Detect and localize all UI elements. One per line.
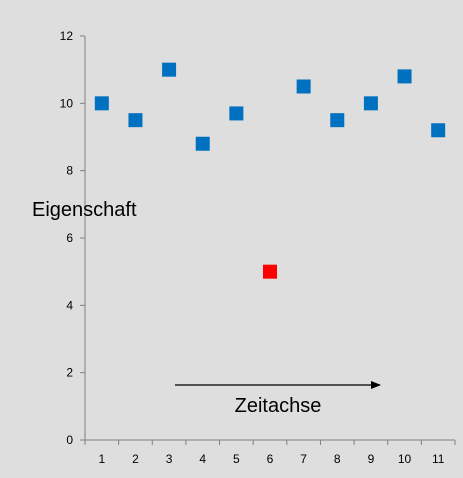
arrow-label: Zeitachse [235, 395, 322, 417]
x-tick-label: 6 [267, 452, 274, 466]
data-point [296, 79, 311, 94]
y-tick-label: 4 [66, 298, 73, 312]
data-point [263, 264, 277, 279]
y-tick-label: 2 [66, 366, 73, 380]
x-tick-label: 4 [199, 452, 206, 466]
x-tick-label: 8 [334, 452, 341, 466]
x-tick-label: 11 [432, 452, 445, 466]
axes [80, 35, 456, 445]
y-tick-label: 12 [60, 29, 74, 43]
data-points [94, 62, 446, 279]
x-tick-label: 1 [98, 452, 105, 466]
y-tick-label: 10 [60, 96, 74, 110]
x-tick-label: 9 [368, 452, 375, 466]
x-tick-label: 5 [233, 452, 240, 466]
data-point [363, 96, 378, 111]
data-point [229, 106, 244, 121]
x-tick-label: 10 [398, 452, 412, 466]
y-tick-label: 0 [66, 433, 73, 447]
x-tick-label: 3 [166, 452, 173, 466]
data-point [162, 62, 177, 77]
data-point [94, 96, 109, 111]
data-point [128, 113, 143, 128]
x-tick-label: 2 [132, 452, 139, 466]
data-point [195, 136, 210, 151]
y-tick-label: 8 [66, 164, 73, 178]
y-annotation-label: Eigenschaft [32, 199, 137, 221]
data-point [397, 69, 412, 84]
data-point [431, 123, 446, 138]
y-tick-label: 6 [66, 231, 73, 245]
data-point [330, 113, 345, 128]
x-tick-label: 7 [300, 452, 307, 466]
